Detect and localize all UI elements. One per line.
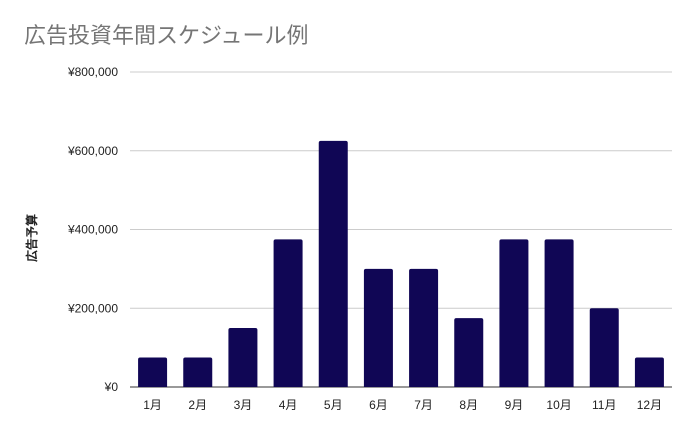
x-tick-label: 8月 <box>459 398 478 412</box>
bar-2 <box>183 357 213 387</box>
y-tick-label: ¥400,000 <box>67 223 118 237</box>
x-tick-label: 7月 <box>414 398 433 412</box>
chart-title: 広告投資年間スケジュール例 <box>24 24 309 49</box>
bar-8 <box>454 318 484 387</box>
bar-4 <box>273 239 303 387</box>
bar-7 <box>409 268 439 387</box>
x-tick-label: 1月 <box>143 398 162 412</box>
x-tick-label: 10月 <box>546 398 571 412</box>
x-tick-label: 4月 <box>279 398 298 412</box>
y-tick-label: ¥200,000 <box>67 301 118 315</box>
bar-10 <box>544 239 574 387</box>
x-tick-label: 11月 <box>592 398 616 412</box>
x-tick-label: 9月 <box>505 398 524 412</box>
x-tick-label: 6月 <box>369 398 388 412</box>
x-tick-label: 5月 <box>324 398 343 412</box>
x-tick-label: 12月 <box>637 398 662 412</box>
y-axis-ticks: ¥0 ¥200,000 ¥400,000 ¥600,000 ¥800,000 <box>67 65 118 394</box>
x-tick-label: 3月 <box>234 398 253 412</box>
bar-12 <box>634 357 664 387</box>
y-axis-label: 広告予算 <box>24 214 39 262</box>
bar-6 <box>363 268 393 387</box>
bar-11 <box>589 308 619 387</box>
bars <box>138 140 664 387</box>
y-tick-label: ¥800,000 <box>67 65 118 79</box>
x-tick-label: 2月 <box>188 398 207 412</box>
y-tick-label: ¥0 <box>104 380 119 394</box>
bar-1 <box>138 357 168 387</box>
x-axis-ticks: 1月 2月 3月 4月 5月 6月 7月 8月 9月 10月 11月 12月 <box>143 398 662 412</box>
bar-9 <box>499 239 529 387</box>
bar-3 <box>228 327 258 387</box>
gridlines <box>130 71 672 388</box>
bar-5 <box>318 140 348 387</box>
y-tick-label: ¥600,000 <box>67 144 118 158</box>
